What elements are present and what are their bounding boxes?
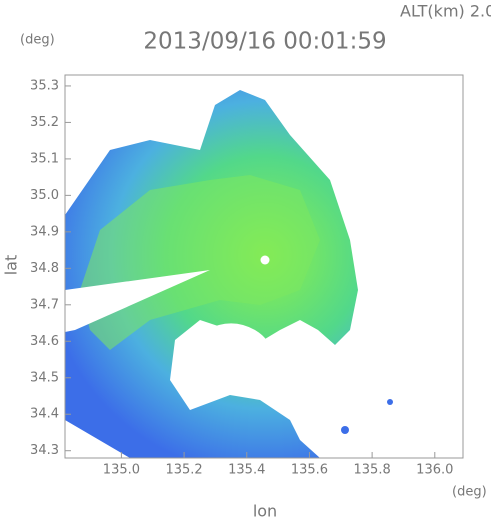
altitude-label: ALT(km) 2.0	[400, 2, 491, 21]
y-tick-label: 34.9	[30, 224, 59, 239]
x-tick-label: 135.8	[354, 463, 391, 478]
radar-echo	[65, 90, 393, 458]
chart-title: 2013/09/16 00:01:59	[143, 29, 386, 55]
x-tick-label: 135.0	[103, 463, 140, 478]
y-tick-label: 35.3	[30, 78, 59, 93]
y-unit: (deg)	[20, 33, 55, 48]
x-axis-label: lon	[253, 502, 277, 521]
y-tick-label: 34.4	[30, 407, 59, 422]
y-tick-label: 34.3	[30, 443, 59, 458]
x-unit: (deg)	[452, 485, 487, 500]
y-tick-label: 34.5	[30, 370, 59, 385]
y-tick-label: 35.0	[30, 188, 59, 203]
plot-frame	[64, 74, 464, 459]
x-tick-label: 135.4	[228, 463, 265, 478]
y-tick-label: 34.7	[30, 297, 59, 312]
x-tick-label: 135.2	[165, 463, 202, 478]
y-tick-label: 34.6	[30, 334, 59, 349]
y-tick-label: 35.1	[30, 151, 59, 166]
x-tick-label: 136.0	[416, 463, 453, 478]
y-tick-label: 34.8	[30, 261, 59, 276]
y-tick-label: 35.2	[30, 115, 59, 130]
y-axis-label: lat	[2, 255, 21, 276]
x-tick-label: 135.6	[291, 463, 328, 478]
